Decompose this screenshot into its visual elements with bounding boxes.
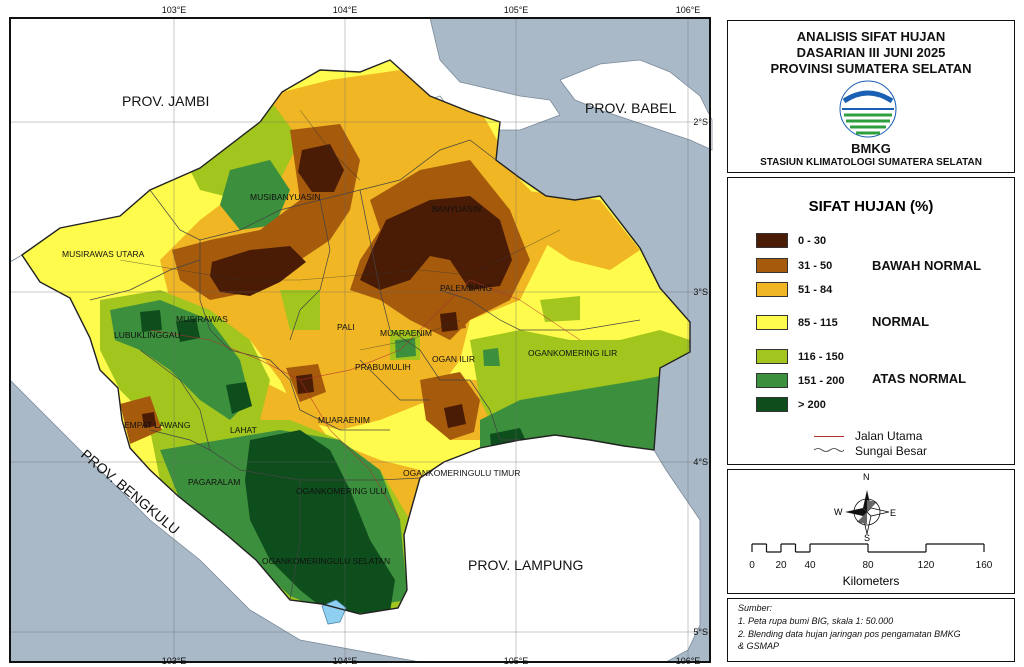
source-line-1: 1. Peta rupa bumi BIG, skala 1: 50.000 xyxy=(738,616,894,626)
lon-label: 104°E xyxy=(333,5,358,15)
lon-label-bottom: 105°E xyxy=(504,656,529,666)
source-line-3: & GSMAP xyxy=(738,641,780,651)
scale-tick-label: 0 xyxy=(749,560,755,571)
map-panel: 103°E 104°E 105°E 106°E 103°E 104°E 105°… xyxy=(0,0,720,667)
compass-n: N xyxy=(863,472,870,482)
category-below-normal: BAWAH NORMAL xyxy=(872,258,982,273)
graticule xyxy=(10,18,710,662)
legend-heading: SIFAT HUJAN (%) xyxy=(808,198,934,215)
legend-swatch xyxy=(756,349,788,364)
label-prov-lampung: PROV. LAMPUNG xyxy=(468,557,583,573)
station-name: STASIUN KLIMATOLOGI SUMATERA SELATAN xyxy=(760,157,982,168)
legend-swatch xyxy=(756,397,788,412)
label-oku-selatan: OGANKOMERINGULU SELATAN xyxy=(262,556,390,566)
regency-boundaries xyxy=(89,139,641,601)
legend-swatch xyxy=(756,258,788,273)
legend-class-label: > 200 xyxy=(798,399,826,411)
scale-tick-label: 160 xyxy=(976,560,993,571)
label-ogan-ilir: OGAN ILIR xyxy=(432,354,475,364)
title-panel: ANALISIS SIFAT HUJAN DASARIAN III JUNI 2… xyxy=(727,20,1015,173)
scale-panel: N S E W 0 20 40 80 120 160 Kilometers xyxy=(727,469,1015,594)
label-oku: OGANKOMERING ULU xyxy=(296,486,387,496)
label-musi-banyuasin: MUSIBANYUASIN xyxy=(250,192,320,202)
bangka-island xyxy=(559,59,713,151)
title-line-1: ANALISIS SIFAT HUJAN xyxy=(796,29,946,44)
bmkg-logo-icon xyxy=(839,80,897,138)
scale-tick-label: 40 xyxy=(804,560,816,571)
label-empat-lawang: EMPAT LAWANG xyxy=(124,420,190,430)
lon-label-bottom: 103°E xyxy=(162,656,187,666)
road-legend-line xyxy=(814,436,844,437)
label-muara-enim: MUARAENIM xyxy=(318,415,370,425)
river-legend-line xyxy=(814,448,844,452)
label-prov-babel: PROV. BABEL xyxy=(585,100,677,116)
scale-unit: Kilometers xyxy=(842,574,900,588)
lat-label: 4°S xyxy=(693,457,708,467)
map-frame xyxy=(9,17,711,663)
label-musi-rawas-utara: MUSIRAWAS UTARA xyxy=(62,249,145,259)
road-legend-label: Jalan Utama xyxy=(855,429,923,443)
category-normal: NORMAL xyxy=(872,314,930,329)
province-boundary xyxy=(21,59,691,615)
north-arrow-icon xyxy=(845,490,890,535)
lat-label: 2°S xyxy=(693,117,708,127)
lat-label: 5°S xyxy=(693,627,708,637)
label-oku-timur: OGANKOMERINGULU TIMUR xyxy=(403,468,520,478)
scale-bar: 0 20 40 80 120 160 xyxy=(749,543,993,571)
legend-swatch xyxy=(756,373,788,388)
legend-class-label: 0 - 30 xyxy=(798,235,827,247)
legend-swatch xyxy=(756,315,788,330)
major-rivers xyxy=(119,109,561,351)
label-prov-jambi: PROV. JAMBI xyxy=(122,93,209,109)
label-palembang: PALEMBANG xyxy=(440,283,492,293)
legend-class-label: 51 - 84 xyxy=(798,284,833,296)
legend-swatch xyxy=(756,282,788,297)
source-panel: Sumber: 1. Peta rupa bumi BIG, skala 1: … xyxy=(727,598,1015,662)
label-pali: PALI xyxy=(337,322,355,332)
compass-w: W xyxy=(834,507,843,517)
lat-label: 3°S xyxy=(693,287,708,297)
legend-swatch xyxy=(756,233,788,248)
agency-name: BMKG xyxy=(851,141,891,156)
compass-s: S xyxy=(864,533,871,543)
lon-label-bottom: 104°E xyxy=(333,656,358,666)
label-banyuasin: BANYUASIN xyxy=(432,204,481,214)
scale-tick-label: 20 xyxy=(775,560,787,571)
compass-e: E xyxy=(890,508,897,518)
rainfall-map[interactable]: 103°E 104°E 105°E 106°E 103°E 104°E 105°… xyxy=(0,0,720,667)
label-lahat: LAHAT xyxy=(230,425,257,435)
title-line-2: DASARIAN III JUNI 2025 xyxy=(796,45,946,60)
river-legend-label: Sungai Besar xyxy=(855,444,928,458)
label-prabumulih: PRABUMULIH xyxy=(355,362,411,372)
label-muara-enim-north: MUARAENIM xyxy=(380,328,432,338)
legend-class-label: 85 - 115 xyxy=(798,317,838,329)
scale-tick-label: 80 xyxy=(862,560,874,571)
title-line-3: PROVINSI SUMATERA SELATAN xyxy=(770,61,972,76)
legend-class-label: 116 - 150 xyxy=(798,351,844,363)
label-pagaralam: PAGARALAM xyxy=(188,477,240,487)
legend-class-label: 151 - 200 xyxy=(798,375,845,387)
legend-panel: SIFAT HUJAN (%) 0 - 30 31 - 50 51 - 84 8… xyxy=(727,177,1015,465)
label-lubuklinggau: LUBUKLINGGAU xyxy=(114,330,181,340)
legend-class-label: 31 - 50 xyxy=(798,260,833,272)
label-musi-rawas: MUSIRAWAS xyxy=(176,314,228,324)
source-heading: Sumber: xyxy=(738,603,773,613)
lon-label-bottom: 106°E xyxy=(676,656,701,666)
scale-bar-segments xyxy=(751,543,985,553)
scale-tick-label: 120 xyxy=(918,560,935,571)
label-oku-ilir: OGANKOMERING ILIR xyxy=(528,348,617,358)
category-above-normal: ATAS NORMAL xyxy=(872,371,967,386)
source-line-2: 2. Blending data hujan jaringan pos peng… xyxy=(738,629,961,639)
lon-label: 103°E xyxy=(162,5,187,15)
lon-label: 105°E xyxy=(504,5,529,15)
lon-label: 106°E xyxy=(676,5,701,15)
main-roads xyxy=(149,279,581,521)
